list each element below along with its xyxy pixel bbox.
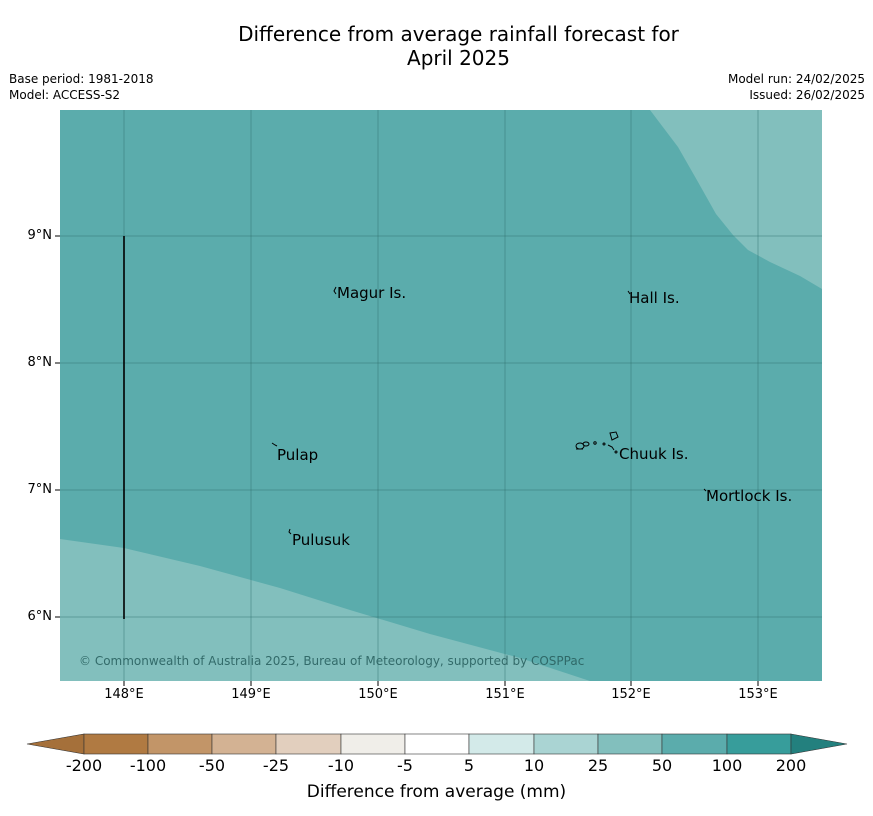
base-period: Base period: 1981-2018: [9, 72, 154, 86]
place-hall: Hall Is.: [629, 289, 680, 307]
lat-label-6: 6°N: [27, 609, 53, 624]
issued-date: Issued: 26/02/2025: [749, 88, 865, 102]
chart-title: Difference from average rainfall forecas…: [0, 22, 873, 70]
lon-label-148: 148°E: [104, 687, 144, 702]
lon-label-151: 151°E: [485, 687, 525, 702]
island-magur: [333, 286, 337, 295]
island-outlines: [271, 286, 707, 535]
lat-label-7: 7°N: [27, 482, 53, 497]
colorbar-label-neg50: -50: [198, 756, 226, 775]
colorbar-label-neg200: -200: [65, 756, 103, 775]
colorbar-label-5: 5: [463, 756, 475, 775]
colorbar: [26, 733, 848, 755]
lon-label-152: 152°E: [611, 687, 651, 702]
colorbar-bin-11: [726, 733, 792, 755]
colorbar-bin-9: [597, 733, 663, 755]
axis-ticks: [55, 235, 759, 686]
colorbar-label-neg5: -5: [397, 756, 413, 775]
meta-left: Base period: 1981-2018 Model: ACCESS-S2: [9, 71, 154, 103]
colorbar-label-neg10: -10: [327, 756, 355, 775]
island-mortlock: [703, 488, 707, 492]
place-chuuk: Chuuk Is.: [619, 445, 688, 463]
lon-label-149: 149°E: [231, 687, 271, 702]
colorbar-bin-4: [275, 733, 342, 755]
colorbar-bin-2: [147, 733, 213, 755]
lon-label-150: 150°E: [358, 687, 398, 702]
meta-right: Model run: 24/02/2025 Issued: 26/02/2025: [728, 71, 865, 103]
colorbar-bin-6: [404, 733, 470, 755]
colorbar-label-200: 200: [775, 756, 807, 775]
region-northeast-light: [650, 110, 822, 289]
model-run: Model run: 24/02/2025: [727, 72, 865, 86]
colorbar-arrow-left: [26, 733, 85, 755]
lat-label-8: 8°N: [27, 355, 53, 370]
colorbar-label-neg100: -100: [129, 756, 167, 775]
colorbar-label-neg25: -25: [262, 756, 290, 775]
colorbar-bin-8: [533, 733, 599, 755]
island-pulusuk: [288, 528, 292, 535]
region-southwest-light: [60, 539, 590, 681]
copyright-notice: © Commonwealth of Australia 2025, Bureau…: [79, 654, 584, 668]
colorbar-bin-7: [468, 733, 535, 755]
map-gridlines: [60, 110, 822, 681]
colorbar-bin-5: [340, 733, 406, 755]
colorbar-arrow-right: [790, 733, 848, 755]
island-pulap: [271, 442, 278, 447]
place-pulap: Pulap: [277, 446, 318, 464]
title-line-1: Difference from average rainfall forecas…: [238, 22, 679, 46]
place-mortlock: Mortlock Is.: [706, 487, 792, 505]
lat-label-9: 9°N: [27, 228, 53, 243]
place-pulusuk: Pulusuk: [292, 531, 350, 549]
title-line-2: April 2025: [407, 46, 510, 70]
place-magur: Magur Is.: [337, 284, 406, 302]
colorbar-label-25: 25: [587, 756, 609, 775]
colorbar-bin-1: [83, 733, 149, 755]
model-name: Model: ACCESS-S2: [9, 88, 121, 102]
colorbar-label-100: 100: [711, 756, 743, 775]
colorbar-bin-3: [211, 733, 277, 755]
colorbar-label-10: 10: [523, 756, 545, 775]
island-chuuk-lagoon: [575, 431, 619, 454]
colorbar-bin-10: [661, 733, 728, 755]
colorbar-title: Difference from average (mm): [306, 782, 567, 802]
colorbar-label-50: 50: [651, 756, 673, 775]
island-hall: [627, 290, 631, 295]
lon-label-153: 153°E: [738, 687, 778, 702]
